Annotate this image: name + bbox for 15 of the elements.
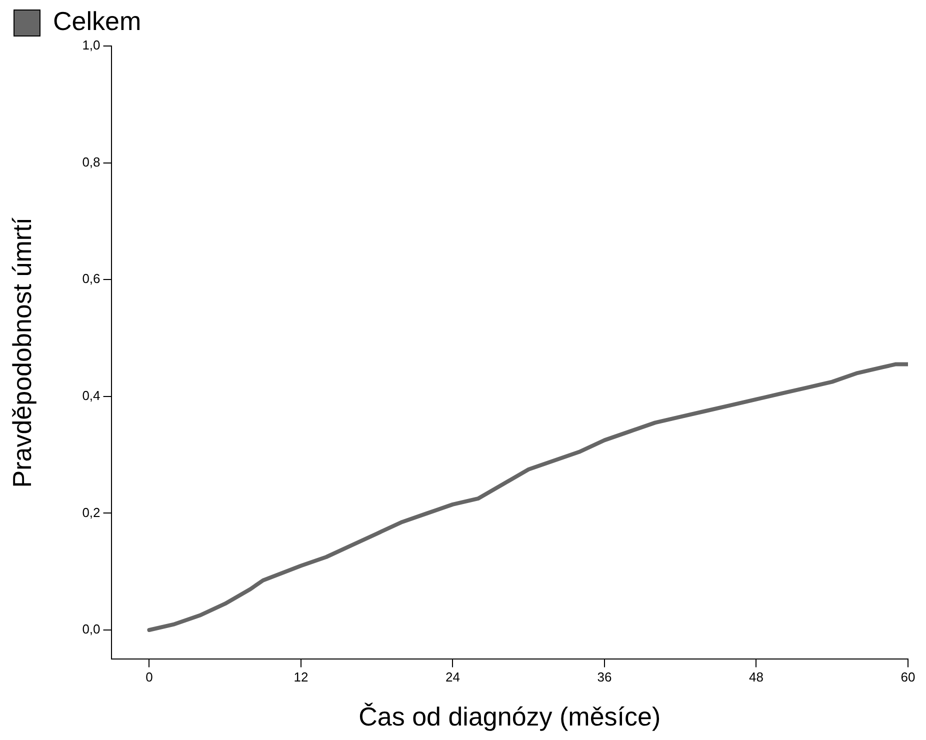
y-tick-label: 0,2 — [82, 504, 100, 520]
legend-label: Celkem — [53, 6, 142, 36]
y-tick-label: 0,8 — [82, 154, 100, 170]
x-tick-label: 36 — [597, 670, 612, 685]
x-tick-label: 0 — [146, 670, 153, 685]
y-tick-label: 0,6 — [82, 271, 100, 286]
y-tick-label: 0,4 — [82, 388, 100, 403]
y-axis-title: Pravděpodobnost úmrtí — [6, 216, 37, 488]
x-tick-label: 60 — [900, 670, 916, 685]
x-tick-label: 24 — [445, 670, 460, 685]
x-tick-label: 12 — [294, 670, 308, 685]
y-tick-label: 1,0 — [82, 38, 100, 53]
x-axis-title: Čas od diagnózy (měsíce) — [358, 702, 661, 732]
y-tick-label: 0,0 — [82, 622, 100, 637]
x-tick-label: 48 — [749, 670, 764, 685]
